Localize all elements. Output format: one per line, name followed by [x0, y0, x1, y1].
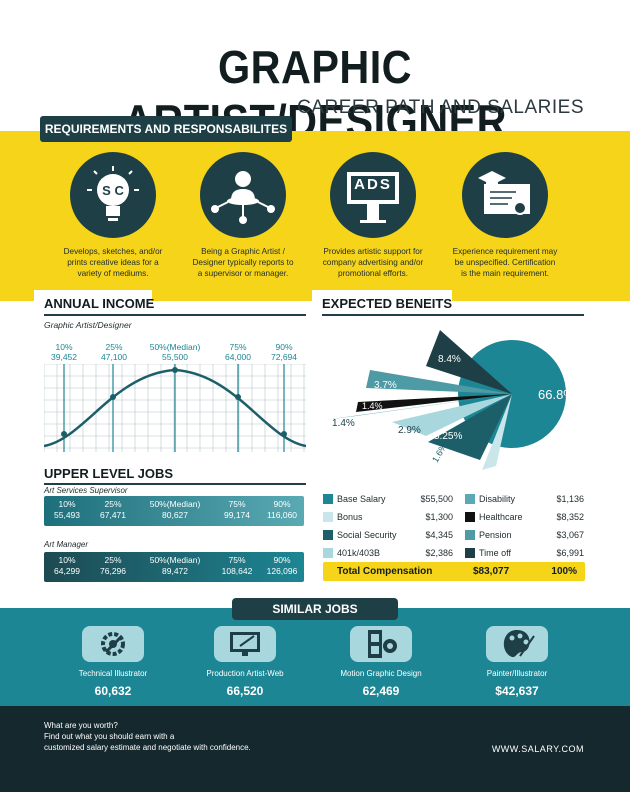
pie-label: 66.8% [538, 387, 575, 402]
income-bell-chart [44, 364, 306, 452]
legend-item: Social Security $4,345 [323, 530, 453, 545]
legend-item: Bonus $1,300 [323, 512, 453, 527]
total-compensation-bar: Total Compensation $83,077 100% [323, 562, 585, 581]
income-tab [34, 290, 152, 314]
palette-icon [486, 626, 548, 662]
svg-text:S C: S C [102, 183, 124, 198]
footer-band [0, 706, 630, 792]
similar-job-salary: 66,520 [226, 684, 264, 698]
footer-text: What are you worth? Find out what you sh… [44, 721, 251, 752]
similar-job-title: Technical Illustrator [78, 669, 148, 678]
income-point-label: 75% 64,000 [225, 342, 251, 362]
income-point-label: 10% 39,452 [51, 342, 77, 362]
job-salary-bar: 10% 55,493 25% 67,471 50%(Median) 80,627 75… [44, 496, 304, 526]
requirement-text: Experience requirement may be unspecified… [452, 247, 558, 278]
legend-item: Healthcare $8,352 [465, 512, 584, 527]
similar-job-salary: 62,469 [362, 684, 400, 698]
billboard-icon [330, 152, 416, 238]
certificate-icon [462, 152, 548, 238]
upper-jobs-divider [44, 483, 306, 485]
similar-job-title: Painter/Illustrator [486, 669, 548, 678]
page-subtitle: CAREER PATH AND SALARIES [297, 97, 584, 118]
similar-jobs-heading: SIMILAR JOBS [232, 598, 398, 620]
income-heading: ANNUAL INCOME [44, 296, 155, 311]
billboard-sign-text: ADS [354, 176, 392, 193]
benefits-legend-left: Base Salary $55,500 Bonus $1,300 Social Se… [323, 494, 453, 563]
requirement-text: Develops, sketches, and/or prints creativ… [63, 247, 163, 278]
monitor-pen-icon [214, 626, 276, 662]
benefits-tab [312, 290, 452, 314]
income-subheading: Graphic Artist/Designer [44, 320, 132, 330]
pie-label: 1.6% [430, 441, 449, 464]
gear-icon [82, 626, 144, 662]
legend-item: Time off $6,991 [465, 548, 584, 563]
job-title: Art Manager [44, 540, 89, 549]
similar-job-title: Production Artist-Web [206, 669, 284, 678]
requirement-text: Being a Graphic Artist / Designer typical… [192, 247, 294, 278]
pie-label: 2.9% [398, 425, 421, 436]
requirements-heading: REQUIREMENTS AND RESPONSABILITES [40, 116, 292, 142]
legend-item: Pension $3,067 [465, 530, 584, 545]
income-point-label: 25% 47,100 [101, 342, 127, 362]
job-title: Art Services Supervisor [44, 486, 128, 495]
income-point-label: 90% 72,694 [271, 342, 297, 362]
benefits-legend-right: Disability $1,136 Healthcare $8,352 Pensio… [465, 494, 584, 563]
upper-jobs-heading: UPPER LEVEL JOBS [44, 466, 174, 481]
benefits-pie-chart: 66.8% 1.6% 5.25% 2.9% 1.4% 1.4% 3.7% 8.4… [324, 330, 575, 470]
legend-item: Disability $1,136 [465, 494, 584, 509]
lightbulb-icon: S C [70, 152, 156, 238]
requirement-text: Provides artistic support for company adv… [322, 247, 424, 278]
legend-item: 401k/403B $2,386 [323, 548, 453, 563]
pie-label: 1.4% [362, 401, 383, 411]
legend-item: Base Salary $55,500 [323, 494, 453, 509]
pie-label: 1.4% [332, 418, 355, 429]
similar-job-salary: $42,637 [495, 684, 539, 698]
income-divider [44, 314, 306, 316]
similar-job-title: Motion Graphic Design [340, 669, 422, 678]
pie-label: 5.25% [434, 431, 462, 442]
person-network-icon [200, 152, 286, 238]
income-point-label: 50%(Median) 55,500 [149, 342, 201, 362]
pie-label: 3.7% [374, 380, 397, 391]
pie-label: 8.4% [438, 354, 461, 365]
footer-url[interactable]: WWW.SALARY.COM [491, 744, 584, 754]
similar-job-salary: 60,632 [94, 684, 132, 698]
benefits-divider [322, 314, 584, 316]
film-icon [350, 626, 412, 662]
job-salary-bar: 10% 64,299 25% 76,296 50%(Median) 89,472 75… [44, 552, 304, 582]
benefits-heading: EXPECTED BENEITS [322, 296, 453, 311]
